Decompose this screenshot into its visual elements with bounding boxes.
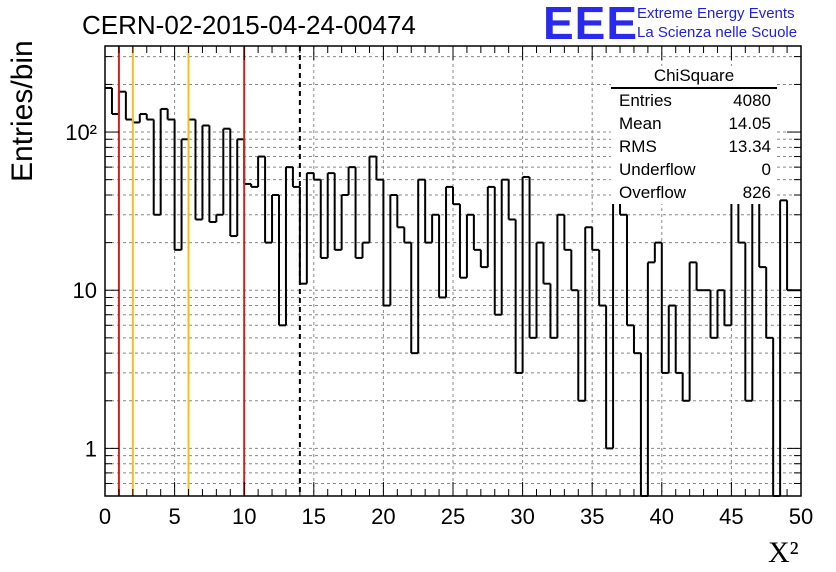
logo-caption-line1: Extreme Energy Events bbox=[637, 5, 795, 22]
x-tick-label: 10 bbox=[232, 504, 256, 529]
x-tick-label: 5 bbox=[168, 504, 180, 529]
x-tick-label: 35 bbox=[580, 504, 604, 529]
x-tick-label: 45 bbox=[719, 504, 743, 529]
stats-value: 0 bbox=[761, 160, 771, 179]
stats-box: ChiSquare Entries 4080 Mean 14.05 RMS 13… bbox=[611, 66, 777, 204]
logo-caption-line2: La Scienza nelle Scuole bbox=[637, 24, 798, 41]
x-tick-label: 15 bbox=[302, 504, 326, 529]
x-tick-label: 25 bbox=[441, 504, 465, 529]
stats-label: Mean bbox=[619, 114, 662, 133]
x-tick-label: 30 bbox=[510, 504, 534, 529]
stats-value: 14.05 bbox=[728, 114, 771, 133]
stats-label: Overflow bbox=[619, 183, 687, 202]
chart-title: CERN-02-2015-04-24-00474 bbox=[82, 10, 416, 40]
stats-value: 4080 bbox=[733, 91, 771, 110]
x-tick-label: 0 bbox=[99, 504, 111, 529]
stats-row-rms: RMS 13.34 bbox=[611, 135, 777, 158]
logo-caption: Extreme Energy Events La Scienza nelle S… bbox=[637, 4, 797, 42]
stats-value: 13.34 bbox=[728, 137, 771, 156]
stats-row-overflow: Overflow 826 bbox=[611, 181, 777, 204]
stats-title: ChiSquare bbox=[611, 66, 777, 89]
stats-label: Underflow bbox=[619, 160, 696, 179]
stats-row-mean: Mean 14.05 bbox=[611, 112, 777, 135]
eee-logo: EEE bbox=[543, 0, 639, 49]
stats-row-entries: Entries 4080 bbox=[611, 89, 777, 112]
x-axis-label: X² bbox=[768, 536, 799, 569]
stats-row-underflow: Underflow 0 bbox=[611, 158, 777, 181]
y-tick-label: 10 bbox=[73, 278, 97, 303]
y-tick-label: 10² bbox=[65, 120, 97, 145]
x-tick-label: 20 bbox=[371, 504, 395, 529]
y-tick-label: 1 bbox=[85, 436, 97, 461]
stats-value: 826 bbox=[742, 183, 771, 202]
x-tick-label: 50 bbox=[789, 504, 813, 529]
x-tick-label: 40 bbox=[650, 504, 674, 529]
y-axis-label: Entries/bin bbox=[6, 40, 39, 182]
stats-label: Entries bbox=[619, 91, 672, 110]
stats-label: RMS bbox=[619, 137, 657, 156]
